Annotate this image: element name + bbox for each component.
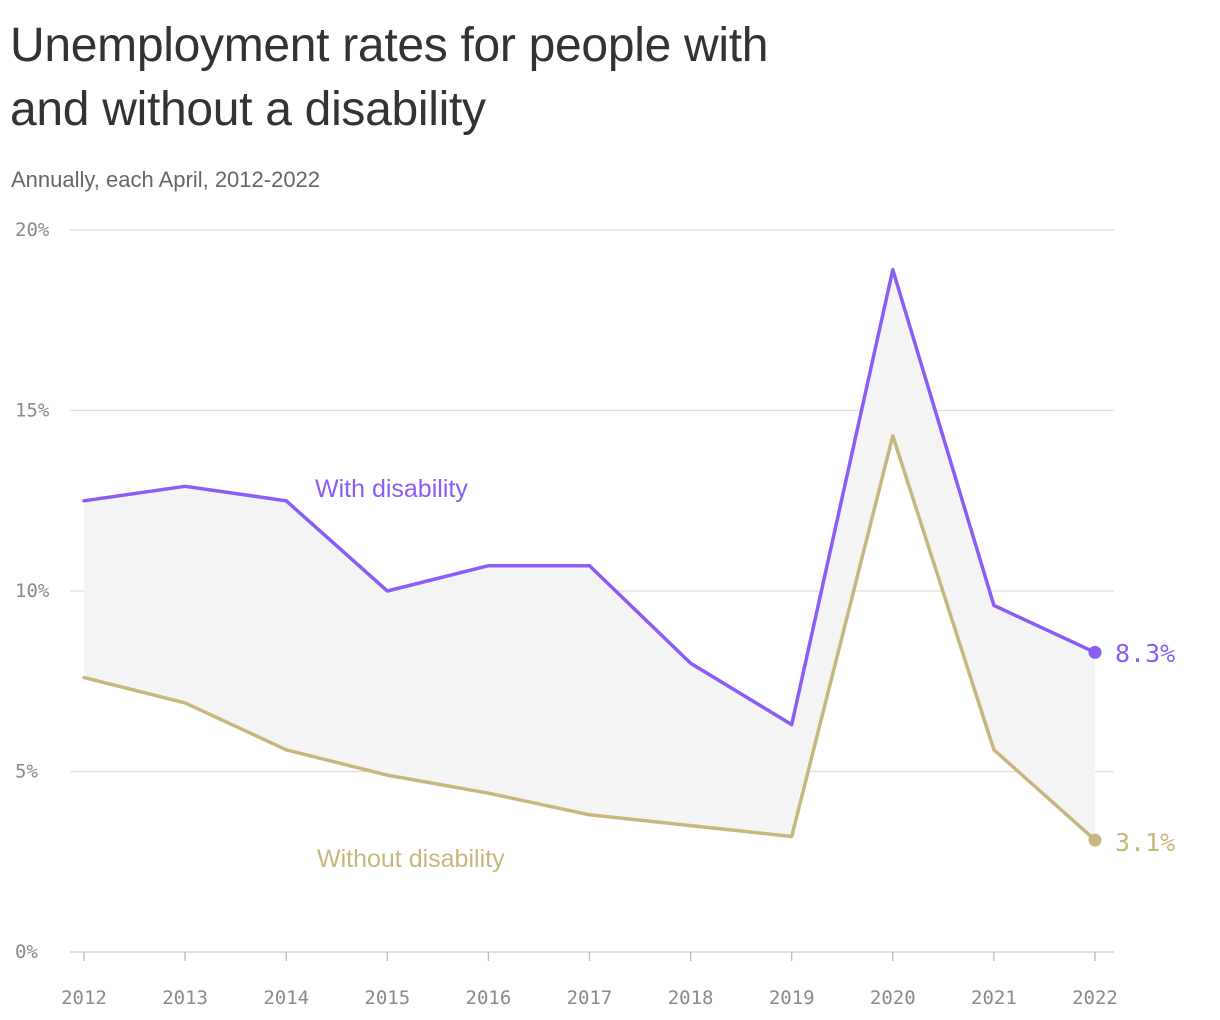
- series-label-without-disability: Without disability: [317, 845, 505, 873]
- y-tick-label: 5%: [15, 761, 38, 783]
- series-label-with-disability: With disability: [315, 475, 468, 503]
- y-tick-label: 10%: [15, 580, 50, 602]
- x-tick-label: 2021: [971, 987, 1017, 1009]
- end-point-without-disability: [1088, 833, 1102, 847]
- x-tick-label: 2018: [668, 987, 714, 1009]
- x-tick-label: 2020: [870, 987, 916, 1009]
- x-tick-label: 2022: [1072, 987, 1118, 1009]
- x-tick-label: 2014: [263, 987, 309, 1009]
- end-point-with-disability: [1088, 645, 1102, 659]
- chart-title: Unemployment rates for people with and wi…: [10, 14, 1010, 142]
- series-points: [1088, 645, 1102, 847]
- x-tick-label: 2012: [61, 987, 107, 1009]
- end-value-label-without-disability: 3.1%: [1115, 828, 1175, 857]
- x-tick-label: 2015: [364, 987, 410, 1009]
- y-tick-label: 20%: [15, 219, 50, 241]
- y-axis-tick-labels: 0% 5% 10% 15% 20%: [15, 219, 50, 963]
- chart-title-line-2: and without a disability: [10, 83, 486, 136]
- x-tick-label: 2016: [466, 987, 512, 1009]
- end-value-label-with-disability: 8.3%: [1115, 639, 1175, 668]
- chart-title-line-1: Unemployment rates for people with: [10, 19, 769, 72]
- gap-area: [84, 269, 1095, 841]
- series-line-with-disability: [82, 267, 1097, 727]
- y-tick-label: 0%: [15, 941, 38, 963]
- chart-subtitle: Annually, each April, 2012-2022: [11, 167, 321, 192]
- series-line-without-disability: [82, 434, 1097, 842]
- x-axis: 2012 2013 2014 2015 2016 2017 2018 2019 2020 2021…: [61, 952, 1118, 1009]
- y-tick-label: 15%: [15, 400, 50, 422]
- x-tick-label: 2017: [567, 987, 613, 1009]
- x-tick-label: 2019: [769, 987, 815, 1009]
- x-tick-label: 2013: [162, 987, 208, 1009]
